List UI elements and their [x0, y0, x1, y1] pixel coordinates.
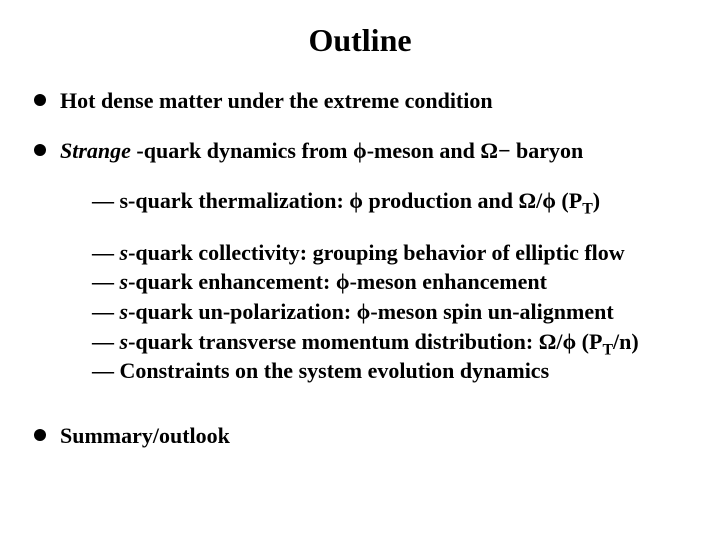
sub2-line5: — Constraints on the system evolution dy…	[92, 356, 686, 386]
sub1-line1: — s-quark thermalization: ϕ production a…	[92, 186, 686, 216]
sub1-l1t: T	[582, 200, 593, 217]
bullet-1: Hot dense matter under the extreme condi…	[34, 87, 686, 115]
sub1-l1a: — s-quark thermalization: ϕ production a…	[92, 188, 582, 213]
sub2-line3: — s-quark un-polarization: ϕ-meson spin …	[92, 297, 686, 327]
sub2-l4b: -quark transverse momentum distribution:…	[128, 329, 602, 354]
sub2-line1: — s-quark collectivity: grouping behavio…	[92, 238, 686, 268]
page-title: Outline	[34, 22, 686, 59]
sub2-line2: — s-quark enhancement: ϕ-meson enhanceme…	[92, 267, 686, 297]
sub2-l4c: /n)	[613, 329, 639, 354]
sub2-l1s: s	[120, 240, 129, 265]
sub-block-1: — s-quark thermalization: ϕ production a…	[92, 186, 686, 216]
sub2-line4: — s-quark transverse momentum distributi…	[92, 327, 686, 357]
sub2-l2s: s	[120, 269, 129, 294]
sub2-l2b: -quark enhancement: ϕ-meson enhancement	[128, 269, 547, 294]
bullet-2-text: Strange -quark dynamics from ϕ-meson and…	[60, 137, 583, 165]
sub-block-2: — s-quark collectivity: grouping behavio…	[92, 238, 686, 386]
bullet-2: Strange -quark dynamics from ϕ-meson and…	[34, 137, 686, 165]
sub2-l4t: T	[602, 341, 613, 358]
slide: Outline Hot dense matter under the extre…	[0, 0, 720, 540]
bullet-1-text: Hot dense matter under the extreme condi…	[60, 87, 493, 115]
bullet-icon	[34, 94, 46, 106]
sub2-l1b: -quark collectivity: grouping behavior o…	[128, 240, 625, 265]
sub2-l3a: —	[92, 299, 120, 324]
sub2-l3s: s	[120, 299, 129, 324]
sub2-l3b: -quark un-polarization: ϕ-meson spin un-…	[128, 299, 614, 324]
sub2-l1a: —	[92, 240, 120, 265]
sub2-l4a: —	[92, 329, 120, 354]
bullet-3-text: Summary/outlook	[60, 422, 230, 450]
sub2-l2a: —	[92, 269, 120, 294]
sub1-l1b: )	[593, 188, 600, 213]
sub2-l4s: s	[120, 329, 129, 354]
bullet-2-rest: -quark dynamics from ϕ-meson and Ω− bary…	[136, 138, 583, 163]
bullet-2-italic: Strange	[60, 138, 136, 163]
bullet-icon	[34, 429, 46, 441]
bullet-icon	[34, 144, 46, 156]
bullet-3: Summary/outlook	[34, 422, 686, 450]
